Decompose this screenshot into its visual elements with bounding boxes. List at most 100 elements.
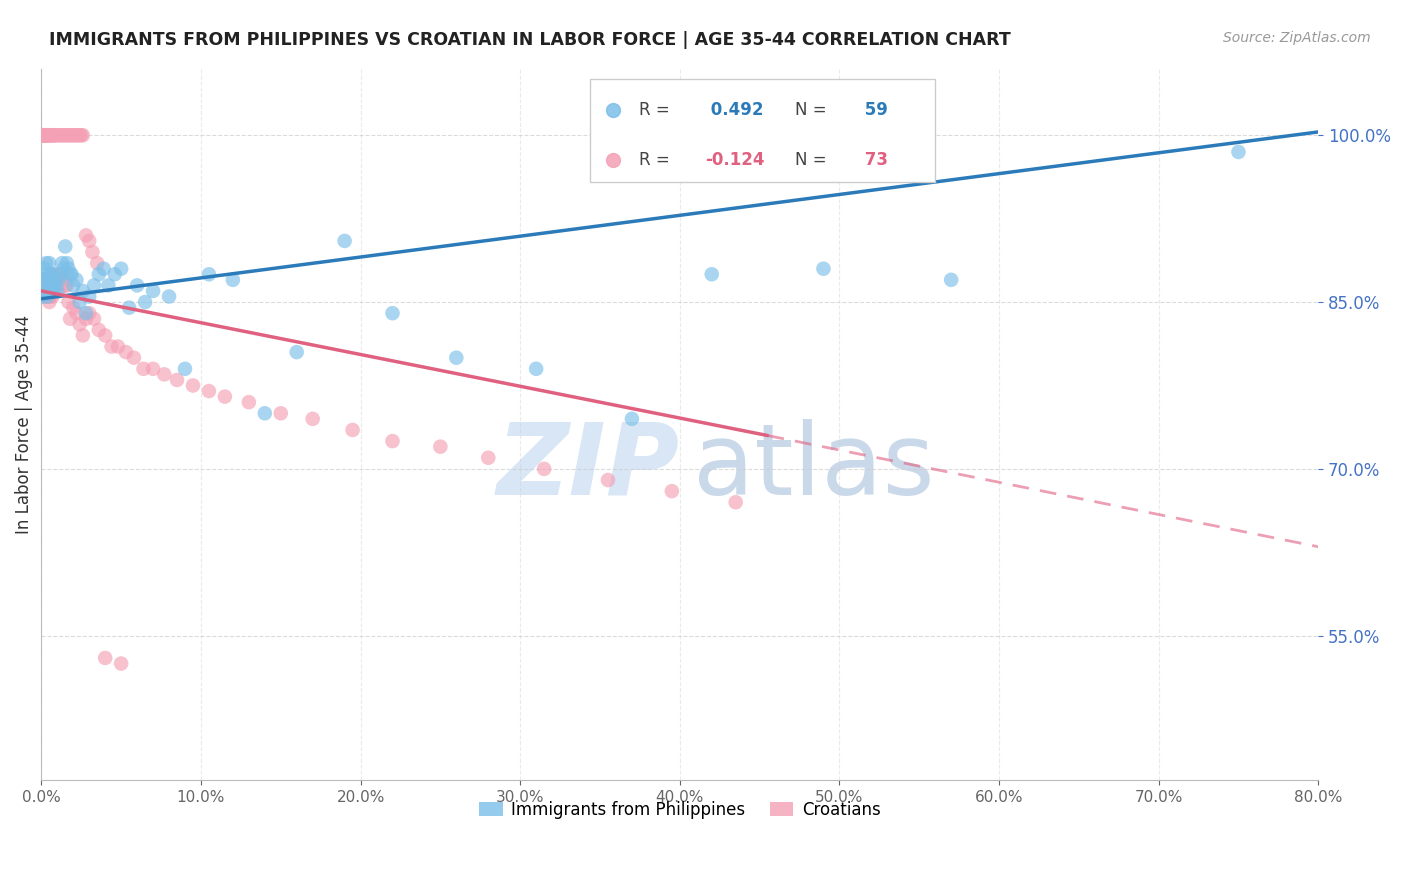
Point [35, 128, 58, 143]
Point [41, 267, 63, 281]
Text: 0.492: 0.492 [706, 101, 763, 120]
Point [52, 261, 75, 276]
Point [69, 318, 91, 332]
Point [75, 311, 97, 326]
Point [214, 390, 236, 404]
Point [35, 267, 58, 281]
Point [56, 128, 79, 143]
Point [42, 273, 65, 287]
Point [122, 351, 145, 365]
Point [46, 284, 69, 298]
Point [813, 261, 835, 276]
Point [59, 311, 82, 326]
Point [132, 361, 155, 376]
Point [32, 273, 55, 287]
Point [107, 340, 129, 354]
Point [724, 495, 747, 509]
Text: R =: R = [638, 101, 669, 120]
Point [45, 278, 67, 293]
Point [342, 423, 364, 437]
Point [34, 289, 56, 303]
Point [37, 289, 59, 303]
Point [41, 278, 63, 293]
Point [59, 267, 82, 281]
Point [62, 301, 84, 315]
Point [32, 273, 55, 287]
Point [56, 278, 79, 293]
Point [32, 128, 55, 143]
Point [35, 128, 58, 143]
Point [86, 256, 108, 270]
Point [56, 256, 79, 270]
Point [381, 434, 404, 448]
Point [333, 234, 356, 248]
Point [37, 128, 59, 143]
Point [222, 273, 245, 287]
Point [53, 128, 76, 143]
Point [87, 267, 110, 281]
Point [49, 267, 72, 281]
Point [157, 289, 180, 303]
Point [60, 128, 83, 143]
Point [32, 128, 55, 143]
Point [110, 261, 132, 276]
Point [118, 301, 141, 315]
Text: N =: N = [794, 151, 827, 169]
Point [42, 128, 65, 143]
Point [620, 412, 643, 426]
Point [939, 273, 962, 287]
Point [100, 340, 122, 354]
Point [39, 128, 62, 143]
Point [38, 295, 60, 310]
Point [37, 128, 59, 143]
Point [38, 128, 60, 143]
Point [142, 361, 165, 376]
Point [37, 289, 59, 303]
Point [35, 128, 58, 143]
Point [153, 368, 176, 382]
Point [34, 278, 56, 293]
Point [45, 128, 67, 143]
Point [35, 273, 58, 287]
Point [524, 361, 547, 376]
Point [77, 289, 100, 303]
Point [52, 273, 75, 287]
Legend: Immigrants from Philippines, Croatians: Immigrants from Philippines, Croatians [472, 794, 887, 825]
Point [270, 406, 292, 420]
Point [77, 234, 100, 248]
Point [32, 128, 55, 143]
Point [533, 462, 555, 476]
Point [77, 306, 100, 320]
Point [477, 450, 499, 465]
Point [46, 128, 69, 143]
Text: R =: R = [638, 151, 669, 169]
Point [38, 289, 60, 303]
Point [59, 128, 82, 143]
Point [39, 284, 62, 298]
Point [42, 284, 65, 298]
Point [62, 128, 84, 143]
Point [51, 267, 73, 281]
Bar [591, 79, 935, 182]
Point [35, 284, 58, 298]
Point [134, 295, 156, 310]
Point [34, 128, 56, 143]
Point [42, 284, 65, 298]
Point [41, 128, 63, 143]
Point [58, 128, 80, 143]
Point [34, 261, 56, 276]
Point [127, 278, 149, 293]
Point [174, 361, 197, 376]
Point [35, 256, 58, 270]
Point [1227, 145, 1250, 159]
Point [32, 289, 55, 303]
Point [429, 440, 451, 454]
Point [39, 278, 62, 293]
Point [34, 128, 56, 143]
Point [49, 128, 72, 143]
Point [37, 284, 59, 298]
Point [51, 256, 73, 270]
Point [41, 278, 63, 293]
Point [166, 373, 188, 387]
Point [53, 278, 76, 293]
